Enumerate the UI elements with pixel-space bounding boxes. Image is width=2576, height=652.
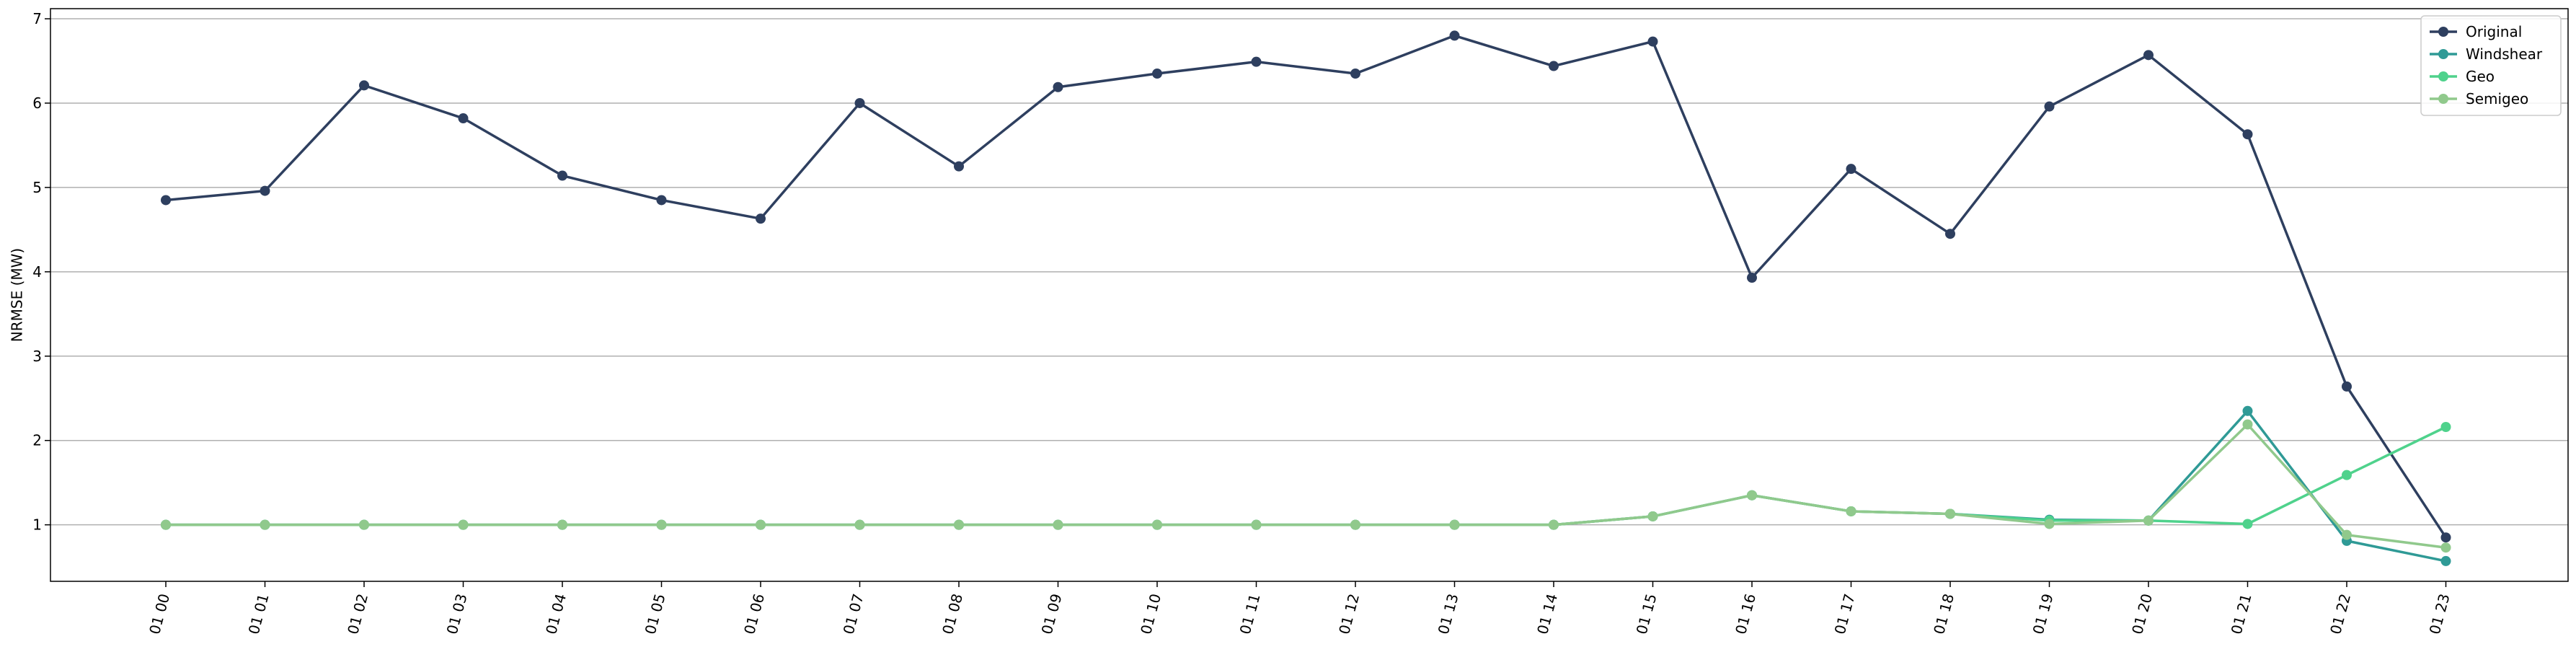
data-point-semigeo [854,519,865,530]
data-point-original [161,195,171,206]
series-original [161,30,2451,543]
data-point-geo [2242,519,2253,529]
y-tick-label: 7 [32,10,42,27]
data-point-geo [2342,470,2352,480]
data-point-windshear [2242,405,2253,416]
legend-marker-geo [2438,71,2448,82]
y-axis-label: NRMSE (MW) [9,248,26,342]
y-tick-label: 2 [32,432,42,449]
data-point-semigeo [458,519,469,530]
data-point-semigeo [1251,519,1262,530]
data-point-semigeo [2440,542,2451,553]
y-tick-label: 4 [32,263,42,281]
data-point-semigeo [1846,506,1856,516]
legend-item-windshear: Windshear [2430,45,2543,63]
data-point-original [2242,129,2253,140]
legend-label-geo: Geo [2466,68,2495,85]
data-point-semigeo [1350,519,1360,530]
data-point-original [1846,164,1856,175]
data-point-semigeo [359,519,369,530]
data-point-original [1251,56,1262,67]
data-point-original [1053,82,1063,92]
legend-label-original: Original [2466,23,2522,40]
data-point-original [260,185,270,196]
data-point-original [2440,532,2451,543]
legend-label-semigeo: Semigeo [2466,90,2528,107]
data-point-original [359,80,369,91]
data-point-semigeo [2342,529,2352,540]
data-point-original [458,113,469,124]
y-tick-label: 3 [32,348,42,365]
data-point-semigeo [161,519,171,530]
data-point-semigeo [1549,519,1559,530]
data-point-semigeo [756,519,766,530]
data-point-semigeo [2143,515,2154,526]
data-point-original [557,170,567,181]
data-point-semigeo [1647,511,1658,521]
data-point-original [954,161,964,172]
data-point-semigeo [1747,490,1757,501]
data-point-original [1945,229,1955,239]
data-point-windshear [2440,555,2451,566]
data-point-geo [2440,422,2451,433]
y-tick-label: 1 [32,516,42,534]
legend-item-original: Original [2430,23,2522,40]
data-point-original [2143,50,2154,61]
data-point-semigeo [2242,419,2253,430]
series-semigeo [161,419,2451,553]
legend-item-semigeo: Semigeo [2430,90,2528,107]
data-point-original [756,213,766,224]
legend: Original Windshear Geo Semigeo [2420,15,2562,116]
data-point-semigeo [954,519,964,530]
data-point-semigeo [1053,519,1063,530]
data-point-semigeo [2044,519,2055,529]
legend-marker-semigeo [2438,94,2448,104]
data-point-original [2044,101,2055,112]
data-point-semigeo [656,519,667,530]
legend-label-windshear: Windshear [2466,45,2543,63]
data-point-original [1747,273,1757,283]
y-tick-label: 5 [32,179,42,196]
series-line-semigeo [166,423,2446,549]
plot-frame [50,8,2569,582]
legend-marker-original [2438,27,2448,37]
data-point-original [1152,69,1162,79]
data-point-original [2342,381,2352,392]
data-point-semigeo [260,519,270,530]
data-point-semigeo [557,519,567,530]
legend-item-geo: Geo [2430,68,2495,85]
series-line-original [165,34,2447,539]
data-point-semigeo [1945,508,1955,519]
grid-lines [50,18,2568,526]
axes [45,8,2569,587]
legend-box [2420,15,2562,116]
legend-marker-windshear [2438,49,2448,59]
y-tick-label: 6 [32,94,42,112]
data-point-semigeo [1152,519,1162,530]
data-point-original [854,97,865,108]
data-point-original [1350,69,1360,79]
data-point-original [1449,30,1460,41]
data-point-semigeo [1449,519,1460,530]
data-point-original [656,195,667,206]
data-point-original [1549,61,1559,71]
series-group [161,30,2451,566]
data-point-original [1647,36,1658,47]
